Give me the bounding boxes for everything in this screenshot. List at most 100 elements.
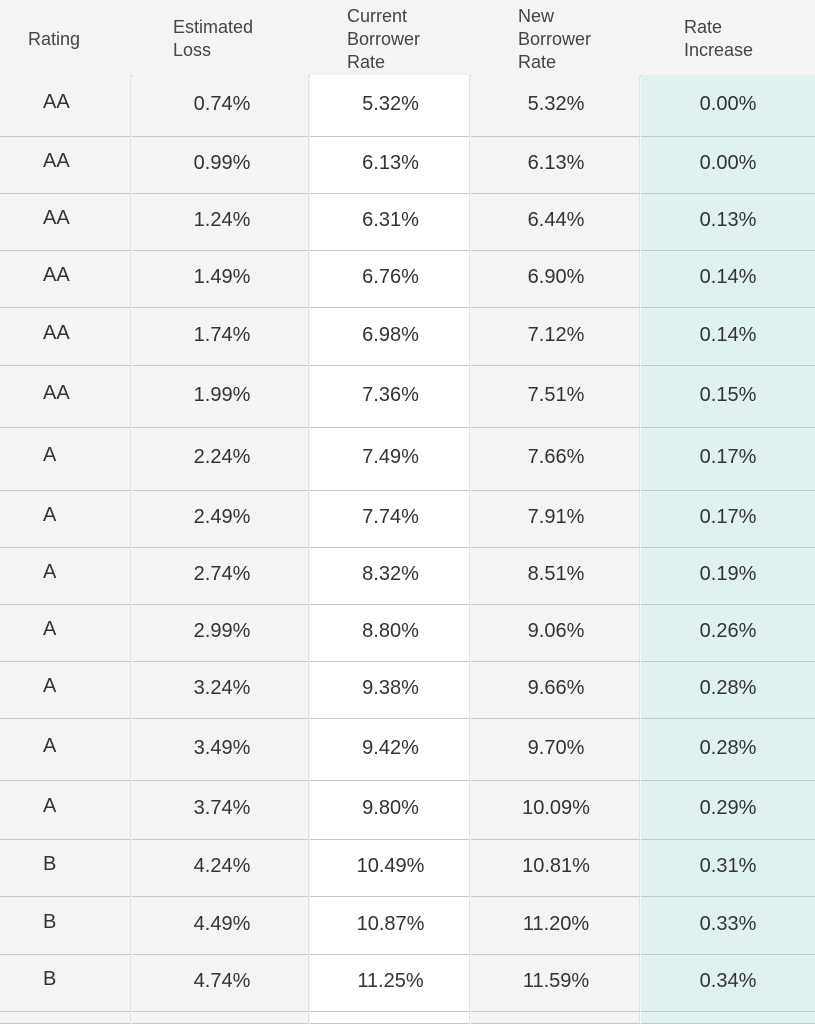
rate-value: 0.99% (193, 152, 251, 174)
cell-bg (471, 955, 640, 1012)
rate-value: 4.24% (193, 855, 251, 877)
cell-bg (641, 137, 815, 194)
column-header: Rating (28, 28, 81, 49)
rate-value: 11.25% (357, 970, 424, 992)
cell-bg (641, 366, 815, 428)
cell-bg (310, 491, 470, 548)
column-header: Estimated (173, 17, 254, 37)
rate-value: 0.19% (699, 563, 757, 585)
rate-value: 0.17% (699, 446, 757, 468)
rate-value: 8.80% (362, 620, 419, 642)
cell-bg (0, 1012, 131, 1024)
rate-value: 1.99% (193, 383, 251, 406)
cell-bg (641, 605, 815, 662)
rating: AA (43, 150, 70, 172)
rate-value: 10.81% (522, 855, 590, 877)
rating: AA (43, 381, 70, 404)
cell-bg (641, 251, 815, 308)
cell-bg (471, 662, 640, 719)
rate-value: 9.70% (527, 736, 585, 759)
rate-value: 5.32% (362, 92, 419, 115)
cell-bg (471, 548, 640, 605)
cell-bg (471, 897, 640, 955)
rating: A (43, 734, 57, 757)
cell-bg (641, 897, 815, 955)
rating: AA (43, 264, 70, 286)
cell-bg (0, 366, 131, 428)
rating: A (43, 561, 57, 583)
rate-value: 8.51% (527, 563, 585, 585)
cell-bg (310, 955, 470, 1012)
rate-value: 7.36% (362, 383, 419, 406)
column-header: Borrower (347, 28, 421, 49)
cell-bg (0, 840, 131, 897)
cell-bg (310, 548, 470, 605)
rating: A (43, 444, 57, 466)
rate-value: 6.90% (527, 266, 585, 288)
rate-value: 0.17% (699, 506, 757, 528)
cell-bg (310, 194, 470, 251)
rating: AA (43, 321, 70, 344)
rate-value: 3.74% (193, 797, 251, 819)
rate-value: 9.38% (362, 677, 419, 699)
rate-value: 0.28% (699, 677, 757, 699)
cell-bg (471, 1012, 640, 1024)
cell-bg (132, 955, 309, 1012)
cell-bg (0, 75, 131, 137)
rate-value: 11.59% (522, 970, 590, 992)
cell-bg (310, 428, 470, 491)
cell-bg (132, 897, 309, 955)
rate-value: 0.28% (699, 736, 757, 759)
cell-bg (132, 75, 309, 137)
cell-bg (641, 308, 815, 366)
cell-bg (641, 955, 815, 1012)
cell-bg (132, 548, 309, 605)
rate-value: 11.20% (522, 912, 590, 935)
cell-bg (641, 840, 815, 897)
rate-value: 6.98% (362, 323, 419, 346)
cell-bg (132, 366, 309, 428)
cell-bg (0, 491, 131, 548)
rating: B (43, 910, 57, 933)
rate-value: 7.49% (362, 446, 419, 468)
rate-value: 10.09% (522, 797, 590, 819)
cell-bg (0, 897, 131, 955)
cell-bg (471, 719, 640, 781)
cell-bg (471, 308, 640, 366)
rate-value: 3.49% (193, 736, 251, 759)
cell-bg (132, 781, 309, 840)
cell-bg (471, 840, 640, 897)
cell-bg (641, 548, 815, 605)
column-header: Rate (347, 51, 386, 72)
rating: A (43, 504, 57, 526)
rate-value: 10.49% (356, 855, 425, 877)
cell-bg (641, 491, 815, 548)
cell-bg (310, 897, 470, 955)
column-header: Increase (684, 40, 754, 60)
cell-bg (310, 1012, 470, 1024)
column-header: Loss (173, 40, 212, 60)
cell-bg (310, 137, 470, 194)
cell-bg (132, 662, 309, 719)
rate-value: 0.31% (699, 855, 757, 877)
cell-bg (132, 137, 309, 194)
cell-bg (471, 605, 640, 662)
rate-value: 0.13% (699, 209, 757, 231)
cell-bg (132, 251, 309, 308)
rating: A (43, 795, 57, 817)
cell-bg (310, 605, 470, 662)
cell-bg (0, 781, 131, 840)
cell-bg (641, 1012, 815, 1024)
rate-value: 7.66% (527, 446, 585, 468)
rate-value: 7.12% (527, 323, 585, 346)
column-header: Rate (684, 17, 723, 37)
rate-value: 1.24% (193, 209, 251, 231)
cell-bg (471, 366, 640, 428)
column-header: Borrower (518, 28, 592, 49)
column-header: Rate (518, 51, 557, 72)
rate-value: 7.91% (527, 506, 585, 528)
column-header: New (518, 5, 555, 26)
rate-value: 0.74% (193, 92, 251, 115)
rating: AA (43, 90, 70, 113)
